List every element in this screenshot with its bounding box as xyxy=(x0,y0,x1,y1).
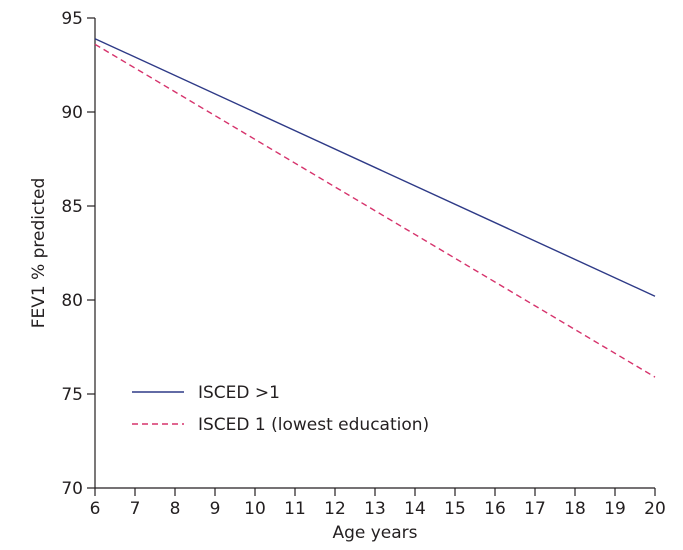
x-tick-label: 15 xyxy=(444,499,466,519)
y-tick-label: 75 xyxy=(61,385,83,405)
legend-label-1: ISCED >1 xyxy=(198,383,280,403)
x-tick-label: 13 xyxy=(364,499,386,519)
y-tick-label: 70 xyxy=(61,479,83,499)
legend: ISCED >1 ISCED 1 (lowest education) xyxy=(132,383,429,435)
x-tick-label: 6 xyxy=(90,499,101,519)
axes: 70 75 80 85 90 95 6 7 8 9 10 11 12 13 14 15 16 17 18 19 20 xyxy=(61,9,665,519)
x-tick-label: 18 xyxy=(564,499,586,519)
y-ticks: 70 75 80 85 90 95 xyxy=(61,9,95,499)
x-tick-label: 17 xyxy=(524,499,546,519)
x-tick-label: 8 xyxy=(170,499,181,519)
x-axis-title: Age years xyxy=(332,523,417,543)
legend-label-2: ISCED 1 (lowest education) xyxy=(198,415,429,435)
y-tick-label: 95 xyxy=(61,9,83,29)
y-tick-label: 90 xyxy=(61,103,83,123)
y-tick-label: 85 xyxy=(61,197,83,217)
y-tick-label: 80 xyxy=(61,291,83,311)
x-tick-label: 19 xyxy=(604,499,626,519)
x-ticks: 6 7 8 9 10 11 12 13 14 15 16 17 18 19 20 xyxy=(90,488,666,519)
x-tick-label: 14 xyxy=(404,499,426,519)
x-tick-label: 16 xyxy=(484,499,506,519)
x-tick-label: 7 xyxy=(130,499,141,519)
x-tick-label: 20 xyxy=(644,499,666,519)
x-tick-label: 9 xyxy=(210,499,221,519)
x-tick-label: 12 xyxy=(324,499,346,519)
x-tick-label: 10 xyxy=(244,499,266,519)
series-line-1 xyxy=(94,38,656,297)
y-axis-title: FEV1 % predicted xyxy=(29,178,49,329)
series-line-2 xyxy=(94,43,656,378)
x-tick-label: 11 xyxy=(284,499,306,519)
series-group xyxy=(94,38,656,378)
